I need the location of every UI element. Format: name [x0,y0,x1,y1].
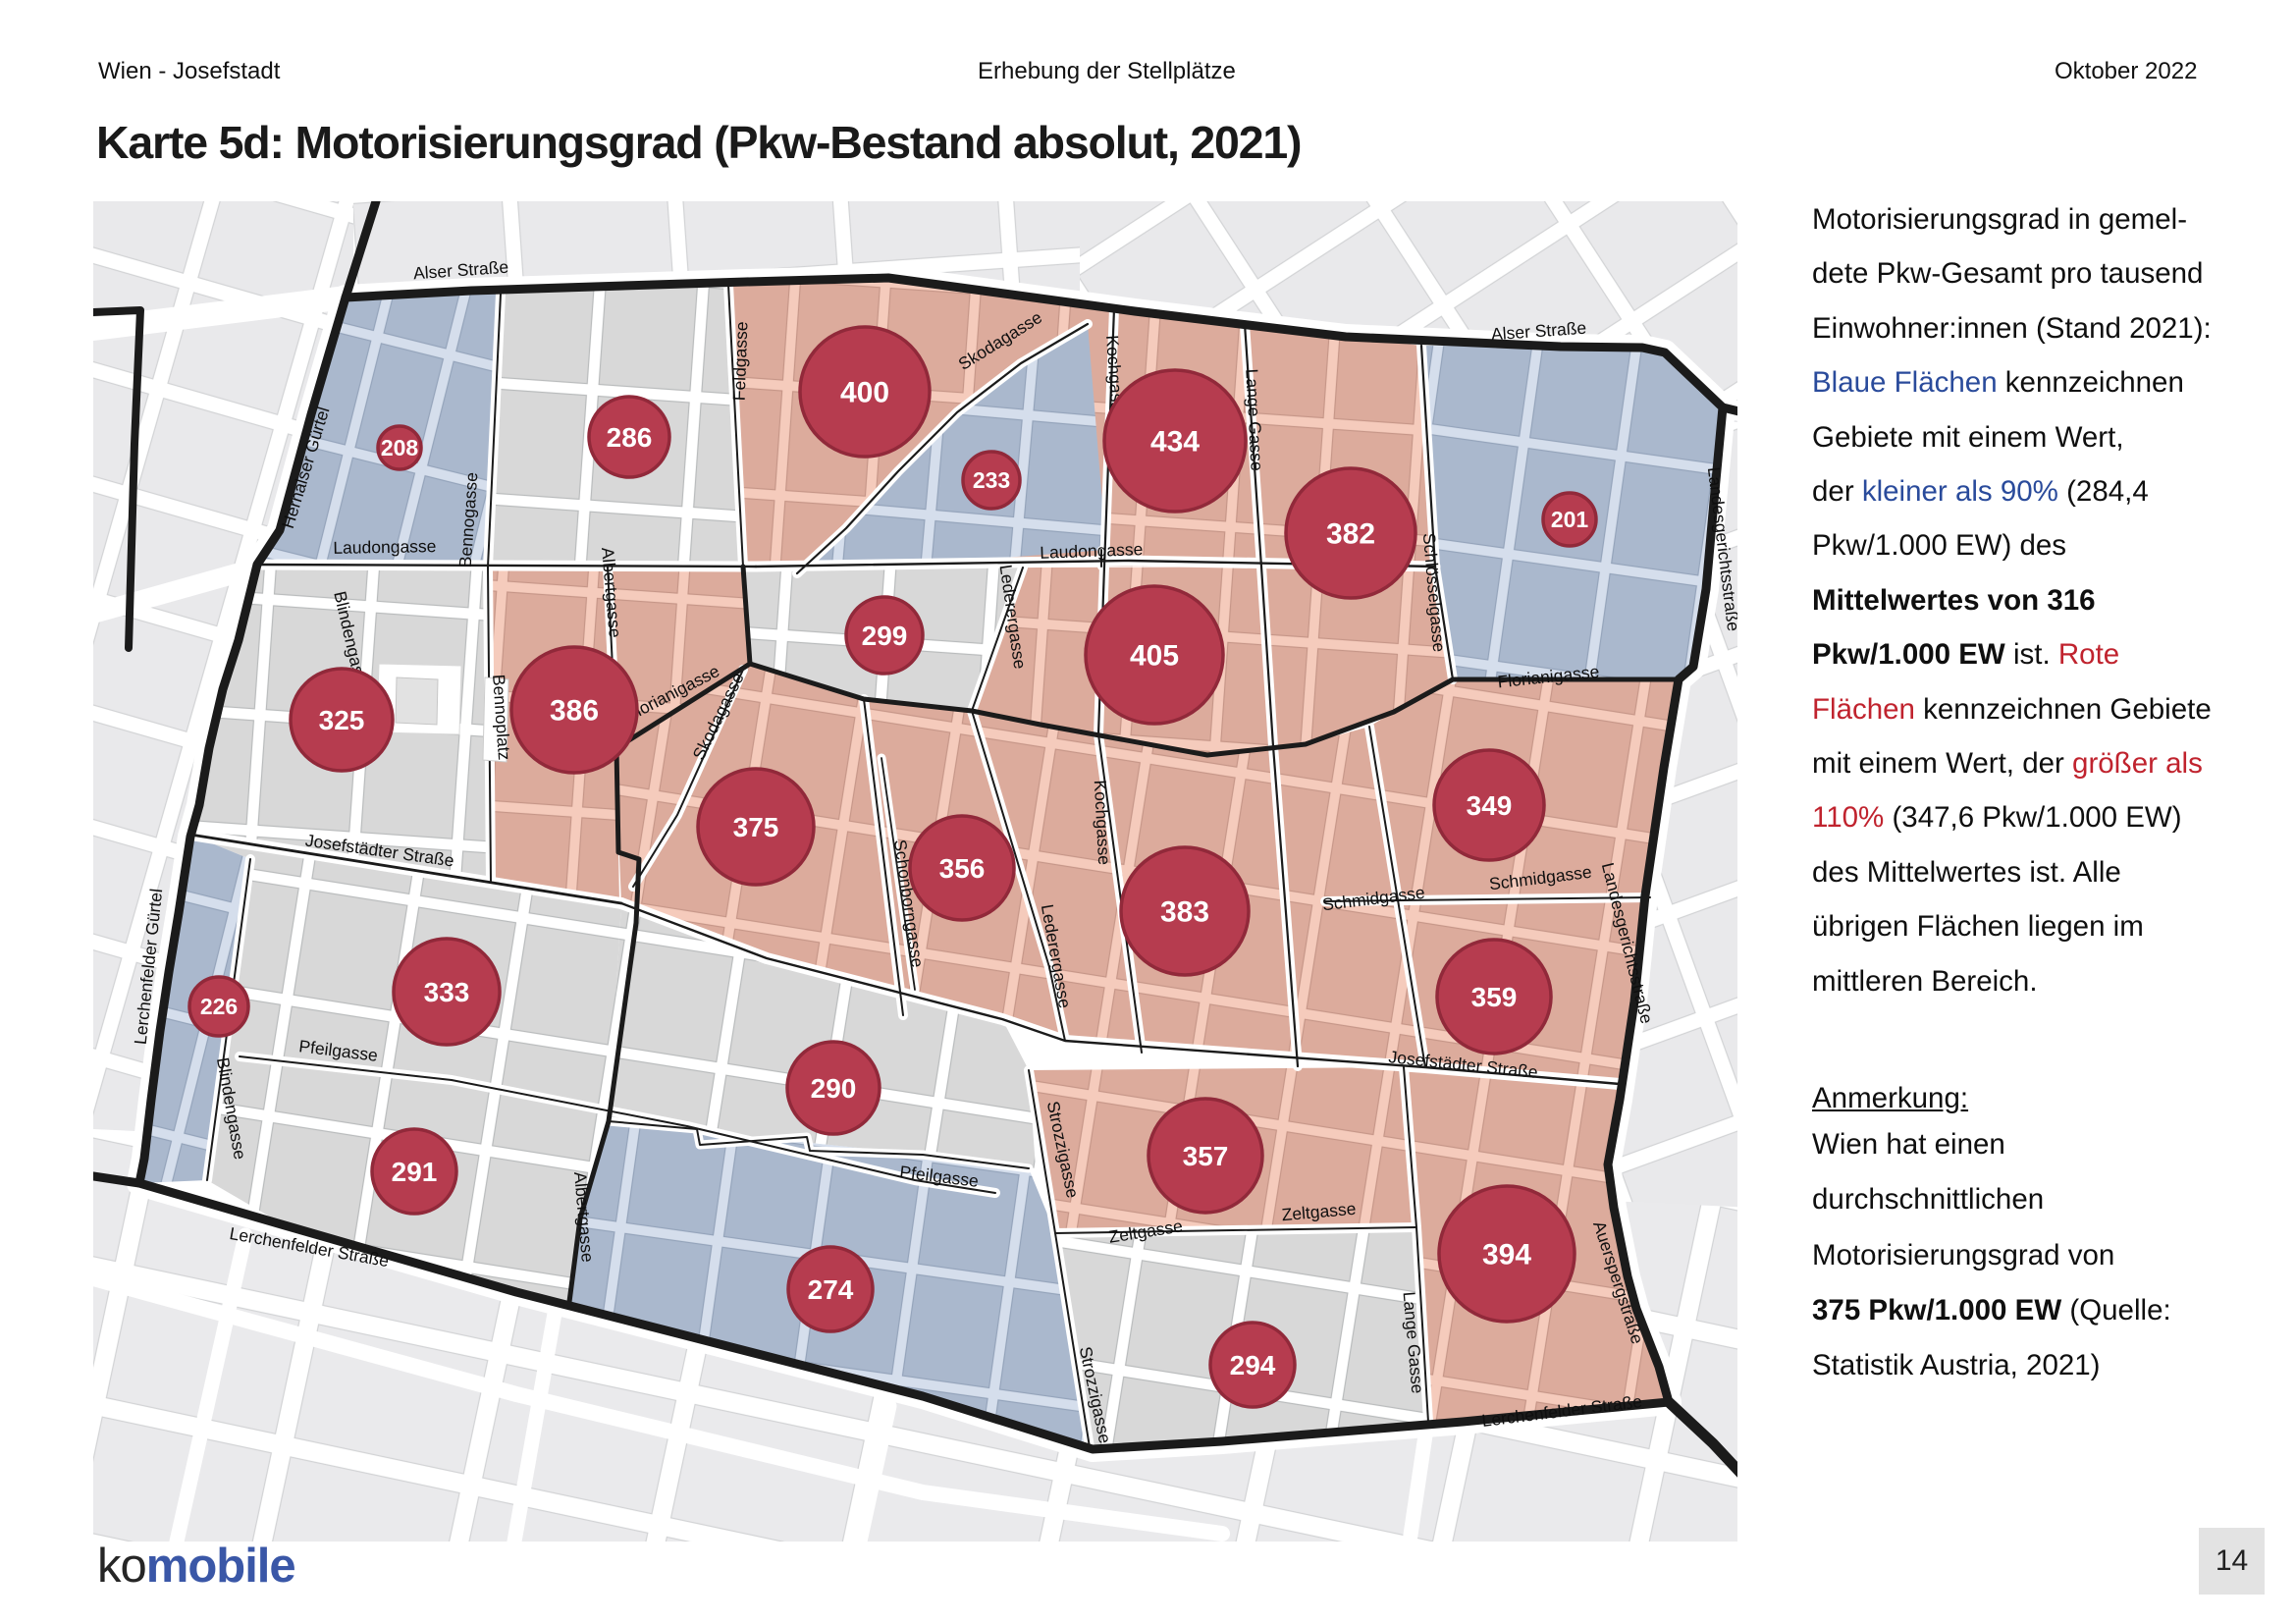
svg-text:333: 333 [424,977,470,1007]
svg-text:291: 291 [392,1157,438,1187]
svg-text:349: 349 [1467,790,1513,821]
svg-text:357: 357 [1183,1141,1229,1171]
svg-text:226: 226 [200,994,238,1019]
svg-text:233: 233 [973,467,1010,493]
svg-text:299: 299 [862,621,908,651]
svg-text:286: 286 [607,422,653,453]
svg-text:Laudongasse: Laudongasse [1040,539,1144,563]
svg-text:Feldgasse: Feldgasse [729,321,752,401]
svg-text:201: 201 [1551,507,1589,532]
svg-text:208: 208 [381,435,419,460]
svg-text:375: 375 [733,812,779,842]
svg-text:386: 386 [550,695,599,728]
svg-text:Laudongasse: Laudongasse [333,536,436,558]
svg-text:274: 274 [808,1274,854,1305]
svg-text:Kochgasse: Kochgasse [1091,780,1115,866]
svg-text:359: 359 [1471,982,1518,1012]
svg-text:290: 290 [811,1073,857,1104]
svg-text:434: 434 [1150,426,1200,459]
svg-text:405: 405 [1130,640,1179,673]
svg-text:383: 383 [1160,896,1209,929]
svg-text:294: 294 [1230,1350,1276,1380]
svg-text:356: 356 [939,853,986,884]
svg-text:400: 400 [840,377,889,409]
svg-text:382: 382 [1326,518,1375,551]
svg-text:325: 325 [319,705,365,735]
svg-text:394: 394 [1482,1239,1531,1271]
